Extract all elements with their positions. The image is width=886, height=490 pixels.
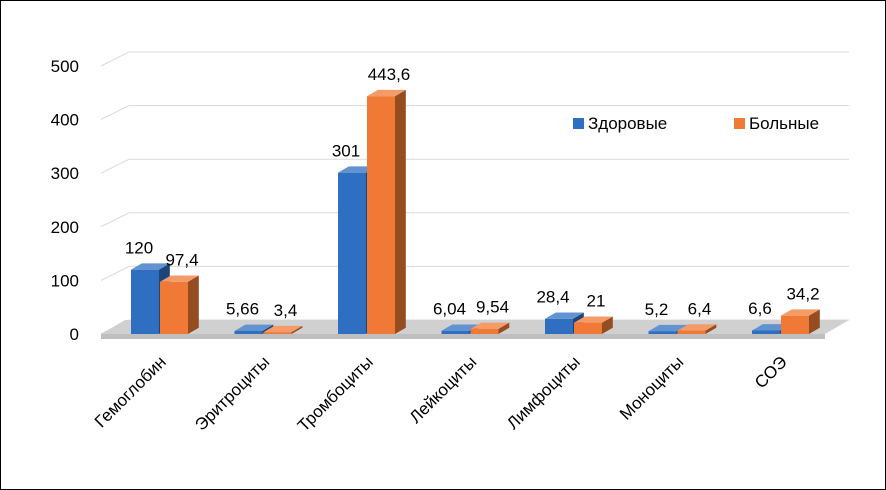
bars: [131, 89, 820, 335]
gridline-side: [100, 212, 130, 228]
bar-top: [545, 312, 584, 319]
y-tick-label: 400: [51, 111, 79, 130]
legend: Здоровые Больные: [573, 114, 819, 133]
bar: [648, 331, 677, 334]
floor-front: [101, 334, 825, 339]
bar: [338, 172, 366, 334]
data-label: 97,4: [165, 250, 198, 269]
category-label: Лимфоциты: [503, 352, 584, 433]
data-label: 443,6: [368, 65, 411, 84]
category-label: Гемоглобин: [91, 352, 170, 431]
gridline-side: [100, 105, 130, 121]
data-label: 3,4: [274, 301, 298, 320]
bar-top: [367, 89, 406, 97]
chart-wall: [100, 51, 849, 335]
bar-side: [291, 325, 303, 334]
bar: [781, 315, 809, 334]
bar-top: [781, 309, 820, 316]
bar: [752, 330, 780, 334]
bar: [234, 330, 263, 334]
bar-side: [188, 275, 199, 334]
data-label: 28,4: [536, 287, 569, 306]
bar: [160, 281, 188, 334]
bar-top: [648, 324, 688, 332]
gridline-side: [100, 51, 130, 67]
bar-side: [809, 309, 820, 334]
data-label: 6,4: [688, 299, 712, 318]
bar: [367, 96, 395, 334]
y-tick-label: 200: [51, 218, 79, 237]
bar-side: [498, 322, 510, 334]
legend-swatch: [573, 118, 584, 129]
bar: [131, 269, 159, 334]
bar: [441, 330, 470, 334]
data-label: 6,04: [433, 299, 466, 318]
gridline-side: [100, 265, 130, 281]
bar: [574, 322, 602, 334]
bar-top: [234, 324, 274, 331]
gridline-side: [100, 158, 130, 174]
y-tick-label: 500: [51, 57, 79, 76]
category-labels: Гемоглобин Эритроциты Тромбоциты Лейкоциты Л…: [91, 352, 791, 435]
y-tick-label: 100: [51, 271, 79, 290]
legend-label: Больные: [749, 114, 819, 133]
data-label: 120: [125, 238, 153, 257]
category-label: Лейкоциты: [406, 352, 481, 427]
y-tick-label: 300: [51, 164, 79, 183]
data-label: 5,66: [226, 300, 259, 319]
category-label: СОЭ: [751, 352, 791, 392]
data-label: 6,6: [748, 299, 772, 318]
legend-label: Здоровые: [588, 114, 667, 133]
bar: [263, 332, 292, 334]
bar: [470, 328, 499, 334]
data-label: 34,2: [786, 284, 819, 303]
bar-top: [677, 324, 717, 331]
bar-side: [602, 316, 613, 334]
bar-side: [705, 324, 717, 334]
bar-top: [263, 325, 303, 333]
category-label: Моноциты: [616, 352, 687, 423]
bar-top: [574, 316, 613, 323]
data-label: 21: [587, 291, 606, 310]
bar: [545, 318, 573, 334]
bar-top: [160, 275, 199, 282]
data-label: 301: [332, 141, 360, 160]
data-labels: 120 97,4 5,66 3,4 301 443,6 6,04 9,54 28,4 21 5,2 6…: [125, 65, 820, 320]
bar: [677, 330, 706, 334]
bar-top: [470, 322, 510, 329]
data-label: 9,54: [476, 298, 509, 317]
category-label: Эритроциты: [191, 352, 273, 434]
data-label: 5,2: [645, 300, 669, 319]
y-axis-ticks: 0 100 200 300 400 500: [51, 57, 79, 344]
bar-top: [131, 263, 170, 270]
category-label: Тромбоциты: [294, 352, 377, 435]
legend-swatch: [734, 118, 745, 129]
y-tick-label: 0: [70, 325, 79, 344]
bar-side: [395, 89, 406, 335]
